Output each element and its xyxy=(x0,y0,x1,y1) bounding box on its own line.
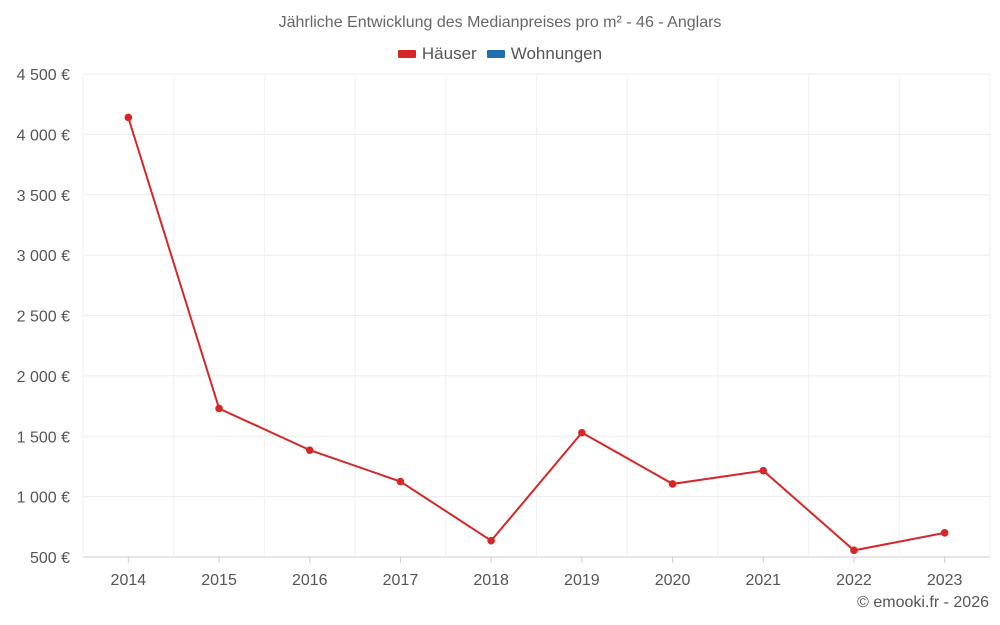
series-line-0 xyxy=(127,117,945,552)
legend-swatch-haeuser xyxy=(397,50,416,58)
y-tick-label: 1 000 € xyxy=(17,490,70,507)
data-point xyxy=(396,477,405,486)
y-tick-label: 2 500 € xyxy=(17,309,70,326)
data-point xyxy=(850,546,858,555)
x-tick-label: 2014 xyxy=(111,572,147,589)
x-tick-label: 2019 xyxy=(564,572,600,589)
y-tick-label: 2 000 € xyxy=(17,369,70,386)
x-tick-label: 2018 xyxy=(473,572,509,589)
chart-legend: Häuser Wohnungen xyxy=(0,44,1000,64)
y-tick-label: 4 000 € xyxy=(17,127,70,144)
legend-item-haeuser[interactable]: Häuser xyxy=(397,44,477,64)
data-point xyxy=(215,404,223,413)
x-tick-label: 2015 xyxy=(201,572,237,589)
y-tick-label: 1 500 € xyxy=(17,429,70,446)
data-point xyxy=(124,113,133,122)
legend-item-wohnungen[interactable]: Wohnungen xyxy=(486,44,603,64)
y-tick-label: 3 500 € xyxy=(17,188,70,205)
data-point xyxy=(305,446,314,454)
legend-label-wohnungen: Wohnungen xyxy=(510,44,603,63)
x-tick-label: 2020 xyxy=(655,572,691,589)
credit-text: © emooki.fr - 2026 xyxy=(857,594,989,611)
y-tick-label: 500 € xyxy=(30,550,70,567)
x-tick-label: 2021 xyxy=(745,572,781,589)
y-tick-label: 3 000 € xyxy=(17,248,70,265)
data-point xyxy=(668,480,677,488)
x-tick-label: 2017 xyxy=(383,572,419,589)
data-point xyxy=(578,428,586,437)
x-tick-label: 2022 xyxy=(836,572,872,589)
data-point xyxy=(487,536,495,545)
x-tick-label: 2016 xyxy=(292,572,328,589)
data-point xyxy=(940,529,949,537)
chart-title: Jährliche Entwicklung des Medianpreises … xyxy=(278,14,722,31)
legend-label-haeuser: Häuser xyxy=(421,44,477,63)
data-point xyxy=(759,466,768,475)
legend-swatch-wohnungen xyxy=(486,50,505,58)
y-tick-label: 4 500 € xyxy=(17,67,70,84)
x-tick-label: 2023 xyxy=(927,572,963,589)
